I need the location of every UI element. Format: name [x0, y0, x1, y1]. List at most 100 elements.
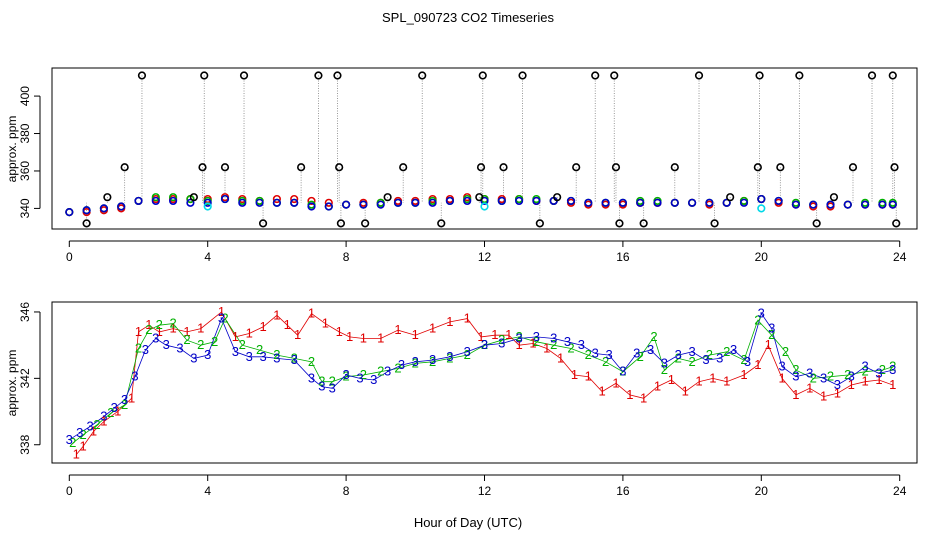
top-series-3-point — [809, 200, 818, 209]
bottom-series-3-point: 3 — [702, 352, 709, 367]
top-flag-point — [478, 71, 487, 80]
bottom-series-1-point: 1 — [585, 369, 592, 384]
top-series-3-point — [514, 196, 524, 206]
bottom-series-3-point: 3 — [633, 345, 640, 360]
bottom-series-2-point: 2 — [69, 435, 76, 450]
bottom-y-tick-label: 342 — [18, 368, 32, 388]
bottom-series-3-point: 3 — [318, 379, 325, 394]
bottom-series-2-point: 2 — [308, 354, 315, 369]
bottom-series-2-point: 2 — [156, 317, 163, 332]
bottom-series-1-point: 1 — [80, 438, 87, 453]
top-flag-point — [518, 71, 527, 80]
bottom-series-2-point: 2 — [221, 311, 228, 326]
bottom-series-3-point: 3 — [259, 349, 266, 364]
top-series-2-point — [151, 193, 160, 202]
bottom-series-1-point: 1 — [723, 374, 730, 389]
top-series-3-point — [860, 200, 870, 209]
bottom-series-2-point: 2 — [211, 334, 218, 349]
bottom-series-2-point: 2 — [637, 349, 644, 364]
top-series-1-point — [324, 198, 333, 207]
figure-title: SPL_090723 CO2 Timeseries — [382, 10, 554, 25]
bottom-series-3-point: 3 — [398, 357, 405, 372]
bottom-series-3-point: 3 — [291, 352, 298, 367]
bottom-series-1-point: 1 — [740, 367, 747, 382]
bottom-series-3-point: 3 — [356, 370, 363, 385]
top-flag-point — [361, 219, 370, 228]
top-flag-point — [336, 219, 346, 228]
bottom-series-1-point: 1 — [820, 389, 827, 404]
bottom-series-3-point: 3 — [176, 340, 183, 355]
bottom-series-2-point: 2 — [135, 340, 142, 355]
bottom-series-2-point: 2 — [429, 354, 436, 369]
top-series-2-point — [169, 193, 178, 202]
top-flag-point — [611, 163, 621, 172]
bottom-series-1-point: 1 — [709, 370, 716, 385]
bottom-series-2-point: 2 — [768, 327, 775, 342]
bottom-series-3-point: 3 — [76, 425, 83, 440]
bottom-series-1-point: 1 — [169, 321, 176, 336]
top-flag-point — [795, 71, 804, 80]
top-flag-point — [572, 163, 581, 172]
bottom-x-tick-label: 16 — [616, 484, 630, 498]
bottom-series-3-point: 3 — [246, 349, 253, 364]
bottom-series-1-point: 1 — [778, 370, 785, 385]
top-series-cal-point — [757, 204, 766, 213]
bottom-series-3-point: 3 — [163, 337, 170, 352]
bottom-x-tick-label: 12 — [478, 484, 492, 498]
bottom-series-3-point: 3 — [498, 335, 505, 350]
bottom-series-3-point: 3 — [820, 370, 827, 385]
top-series-3-point — [463, 196, 472, 206]
bottom-series-1-point: 1 — [875, 372, 882, 387]
bottom-series-1-point: 1 — [792, 387, 799, 402]
bottom-series-1-point: 1 — [543, 340, 550, 355]
top-series-3-point — [411, 198, 420, 207]
bottom-series-1-point: 1 — [294, 327, 301, 342]
bottom-series-2-point: 2 — [498, 332, 505, 347]
bottom-series-3-point: 3 — [716, 350, 723, 365]
bottom-series-1-point: 1 — [145, 317, 152, 332]
bottom-series-3-line — [69, 312, 893, 441]
bottom-y-axis-label: approx. ppm — [5, 350, 19, 417]
bottom-series-3-point: 3 — [342, 367, 349, 382]
bottom-series-1-point: 1 — [377, 331, 384, 346]
bottom-series-2-point: 2 — [889, 359, 896, 374]
top-x-tick-label: 0 — [66, 250, 73, 264]
bottom-series-1-point: 1 — [284, 317, 291, 332]
bottom-series-1-point: 1 — [515, 337, 522, 352]
top-flag-point — [726, 193, 735, 202]
top-flag-point — [476, 163, 486, 172]
top-series-3-point — [532, 196, 541, 206]
bottom-series-1-point: 1 — [599, 384, 606, 399]
bottom-series-1-point: 1 — [308, 306, 315, 321]
bottom-series-3-point: 3 — [218, 311, 225, 326]
bottom-series-2-point: 2 — [879, 362, 886, 377]
bottom-series-2-point: 2 — [197, 337, 204, 352]
top-series-3-point — [220, 194, 230, 204]
bottom-series-1-point: 1 — [197, 321, 204, 336]
bottom-series-1-point: 1 — [135, 324, 142, 339]
top-series-3-point — [307, 202, 316, 211]
bottom-series-2-point: 2 — [169, 316, 176, 331]
bottom-series-3-point: 3 — [111, 400, 118, 415]
bottom-series-3-point: 3 — [100, 409, 107, 424]
bottom-series-1-point: 1 — [156, 324, 163, 339]
top-series-3-point — [670, 198, 679, 207]
top-y-axis-label: approx. ppm — [5, 116, 19, 183]
top-series-3-point — [566, 196, 576, 206]
bottom-series-3-point: 3 — [232, 344, 239, 359]
top-flag-point — [710, 219, 719, 228]
bottom-series-1-point: 1 — [394, 322, 401, 337]
top-series-3-point — [117, 202, 126, 211]
top-x-tick-label: 24 — [893, 250, 907, 264]
top-series-3-point — [705, 198, 714, 207]
bottom-series-1-point: 1 — [765, 337, 772, 352]
top-series-3-point — [584, 198, 593, 207]
bottom-series-3-point: 3 — [578, 337, 585, 352]
top-series-3-point — [82, 206, 91, 215]
top-series-3-point — [324, 202, 333, 211]
bottom-series-3-point: 3 — [515, 331, 522, 346]
bottom-series-1-point: 1 — [682, 384, 689, 399]
bottom-series-1-point: 1 — [90, 423, 97, 438]
top-series-3-point — [342, 200, 351, 209]
bottom-series-3-point: 3 — [131, 369, 138, 384]
